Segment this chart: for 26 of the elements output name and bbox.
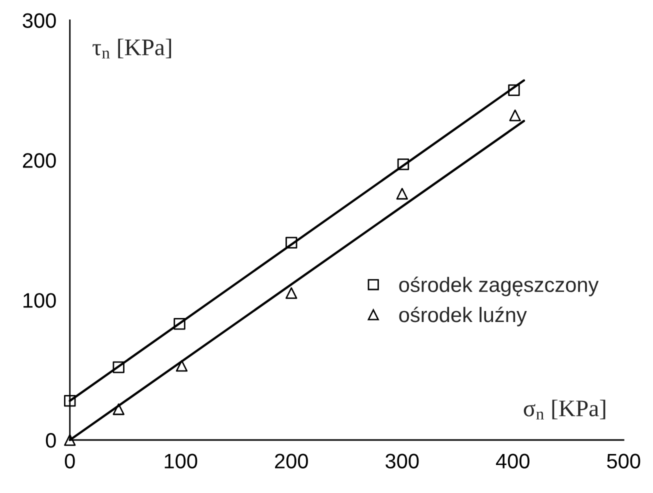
y-axis-title: τ$_{n}$ [KPa] [92,38,172,58]
y-tick-label: 300 [22,13,56,28]
point [508,84,520,96]
point [64,434,76,446]
point [509,110,521,122]
x-tick-label: 400 [496,454,530,468]
point [112,361,124,374]
legend-label: ośrodek zagęszczony [399,276,599,296]
x-tick-label: 300 [386,454,419,468]
x-tick-label: 200 [275,454,308,468]
legend-label: ośrodek luźny [399,306,527,326]
x-tick-label: 500 [607,454,640,468]
point [286,287,298,299]
point [176,360,188,372]
y-tick-label: 0 [46,433,56,448]
y-tick-label: 100 [24,293,56,308]
point [397,158,410,170]
point [174,318,186,330]
point [64,394,76,407]
x-tick-label: 0 [64,454,75,468]
point [286,236,298,249]
x-tick-label: 100 [164,454,198,468]
y-tick-label: 200 [22,153,56,168]
point [112,403,124,416]
x-axis-title: σ$_{n}$ [KPa] [524,400,606,420]
point [396,188,408,200]
